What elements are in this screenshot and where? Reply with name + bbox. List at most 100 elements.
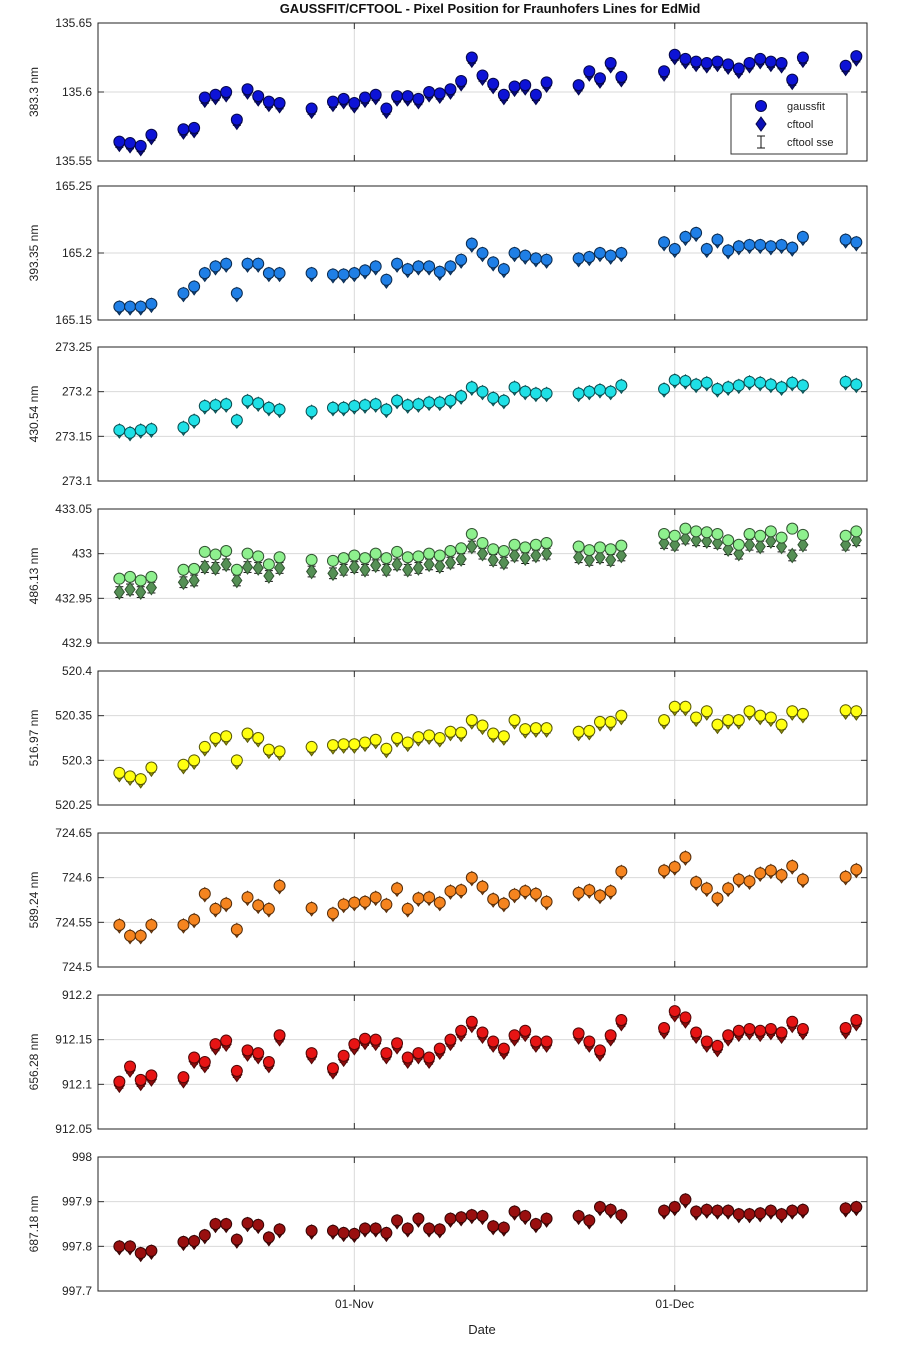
gaussfit-point — [572, 540, 585, 553]
gaussfit-point — [433, 732, 446, 744]
gaussfit-point — [497, 1221, 510, 1234]
gaussfit-point — [348, 738, 361, 751]
gaussfit-point — [455, 74, 468, 87]
gaussfit-point — [497, 88, 510, 101]
gaussfit-point — [572, 79, 585, 92]
gaussfit-point — [540, 1035, 553, 1048]
y-tick-label: 724.6 — [62, 871, 92, 885]
panel-frame — [97, 185, 868, 321]
panel-frame — [97, 1156, 868, 1292]
gaussfit-point — [124, 137, 137, 150]
gaussfit-point — [209, 902, 222, 915]
gaussfit-point — [764, 525, 777, 538]
gaussfit-point — [497, 897, 510, 910]
gaussfit-point — [444, 83, 457, 96]
gaussfit-point — [145, 1244, 158, 1257]
x-tick-label: 01-Nov — [335, 1297, 374, 1311]
gaussfit-point — [839, 704, 852, 717]
gaussfit-point — [444, 1033, 457, 1046]
gaussfit-point — [444, 394, 457, 407]
gaussfit-point — [220, 1034, 233, 1047]
gaussfit-point — [455, 253, 468, 266]
gaussfit-point — [679, 1011, 692, 1024]
gaussfit-point — [177, 563, 190, 576]
gaussfit-point — [722, 1204, 735, 1217]
gaussfit-point — [188, 414, 201, 427]
gaussfit-point — [198, 545, 211, 558]
gaussfit-point — [209, 88, 222, 101]
gaussfit-point — [241, 891, 254, 904]
gaussfit-point — [220, 398, 233, 411]
gaussfit-point — [337, 401, 350, 414]
gaussfit-point — [754, 709, 767, 722]
gaussfit-point — [433, 549, 446, 562]
gaussfit-point — [711, 233, 724, 246]
cftool-point — [327, 565, 339, 582]
gaussfit-point — [690, 55, 703, 68]
gaussfit-point — [337, 552, 350, 565]
gaussfit-point — [369, 398, 382, 411]
gaussfit-point — [796, 379, 809, 392]
gaussfit-point — [124, 1240, 137, 1253]
gaussfit-point — [198, 887, 211, 900]
gaussfit-point — [839, 870, 852, 883]
gaussfit-point — [273, 879, 286, 892]
cftool-point — [594, 549, 606, 566]
gaussfit-point — [337, 268, 350, 281]
gaussfit-point — [487, 391, 500, 404]
gaussfit-point — [850, 236, 863, 249]
gaussfit-point — [305, 902, 318, 915]
gaussfit-point — [262, 401, 275, 414]
cftool-point — [743, 536, 756, 553]
gaussfit-point — [359, 399, 372, 412]
gaussfit-point — [134, 773, 147, 786]
gaussfit-point — [508, 247, 521, 259]
gaussfit-point — [305, 740, 318, 753]
gaussfit-point — [764, 711, 777, 724]
gaussfit-point — [775, 868, 788, 881]
gaussfit-point — [252, 1218, 265, 1231]
panel-1: 135.55 135.6 135.65 383.3 nm — [27, 16, 868, 168]
gaussfit-point — [754, 529, 767, 542]
gaussfit-point — [145, 1069, 158, 1082]
gaussfit-point — [690, 711, 703, 724]
gaussfit-point — [401, 551, 414, 564]
gaussfit-point — [326, 1224, 339, 1237]
gaussfit-point — [198, 1056, 211, 1068]
gaussfit-point — [615, 1014, 628, 1027]
y-tick-label: 724.65 — [55, 826, 92, 840]
gaussfit-point — [796, 707, 809, 720]
gaussfit-point — [465, 871, 478, 884]
gaussfit-point — [134, 424, 147, 437]
gaussfit-point — [700, 705, 713, 718]
gaussfit-point — [508, 888, 521, 901]
cftool-point — [177, 574, 190, 591]
gaussfit-point — [444, 544, 457, 557]
gaussfit-point — [497, 394, 510, 407]
gaussfit-point — [423, 729, 436, 742]
y-axis-label: 589.24 nm — [27, 872, 41, 929]
gaussfit-point — [796, 1203, 809, 1216]
gaussfit-point — [369, 547, 382, 560]
gaussfit-point — [326, 739, 339, 752]
gaussfit-point — [658, 864, 671, 877]
y-axis-label: 486.13 nm — [27, 548, 41, 605]
x-axis-label: Date — [468, 1322, 495, 1337]
gaussfit-point — [401, 1051, 414, 1064]
y-tick-label: 433.05 — [55, 502, 92, 516]
gaussfit-point — [572, 725, 585, 738]
gaussfit-point — [839, 59, 852, 72]
y-tick-label: 433 — [72, 547, 92, 561]
gaussfit-point — [668, 242, 681, 255]
gaussfit-point — [262, 95, 275, 108]
gaussfit-point — [732, 1208, 745, 1221]
gaussfit-point — [593, 715, 606, 728]
gaussfit-point — [604, 1203, 617, 1216]
gaussfit-point — [380, 742, 393, 755]
gaussfit-point — [391, 257, 404, 270]
gaussfit-point — [412, 1212, 425, 1225]
gaussfit-point — [209, 1038, 222, 1051]
cftool-point — [455, 551, 467, 567]
gaussfit-point — [476, 536, 489, 549]
